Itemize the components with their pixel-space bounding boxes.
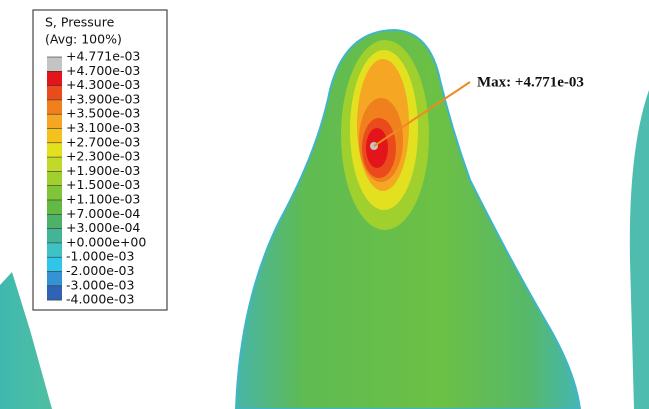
legend-label: +2.700e-03 <box>66 134 140 149</box>
legend-label: +3.900e-03 <box>66 91 140 106</box>
right-body <box>630 90 649 409</box>
legend-label: +4.300e-03 <box>66 77 140 92</box>
legend-label: +3.500e-03 <box>66 106 140 121</box>
legend-label: +1.500e-03 <box>66 177 140 192</box>
legend-label: +1.900e-03 <box>66 163 140 178</box>
legend-swatch <box>47 129 62 143</box>
legend-swatch <box>47 214 62 228</box>
legend-swatch <box>47 57 62 71</box>
legend-swatch <box>47 286 62 300</box>
legend-swatch <box>47 229 62 243</box>
legend-swatch <box>47 243 62 257</box>
legend-swatch <box>47 272 62 286</box>
legend-swatch <box>47 257 62 271</box>
legend-label: +4.771e-03 <box>66 49 140 64</box>
legend-swatch <box>47 157 62 171</box>
legend-title: S, Pressure <box>45 15 115 30</box>
legend-label: +1.100e-03 <box>66 192 140 207</box>
legend-label: +2.300e-03 <box>66 149 140 164</box>
legend-swatch <box>47 200 62 214</box>
legend-swatch <box>47 186 62 200</box>
legend-swatch <box>47 143 62 157</box>
legend-label: -3.000e-03 <box>66 277 134 292</box>
legend-swatch <box>47 114 62 128</box>
legend-label: +3.000e-04 <box>66 220 140 235</box>
legend-subtitle: (Avg: 100%) <box>45 32 122 47</box>
page: {"legend": {"title": "S, Pressure", "sub… <box>0 0 649 409</box>
legend-label: -1.000e-03 <box>66 249 134 264</box>
legend-label: -2.000e-03 <box>66 263 134 278</box>
legend-label: +4.700e-03 <box>66 63 140 78</box>
legend-label: +0.000e+00 <box>66 234 146 249</box>
legend-swatch <box>47 86 62 100</box>
legend-label: +7.000e-04 <box>66 206 140 221</box>
legend-swatch <box>47 71 62 85</box>
legend-label: -4.000e-03 <box>66 292 134 307</box>
annotation-text: Max: +4.771e-03 <box>477 74 584 90</box>
legend-swatch <box>47 171 62 185</box>
legend-swatch <box>47 100 62 114</box>
legend-label: +3.100e-03 <box>66 120 140 135</box>
legend-scale: +4.771e-03+4.700e-03+4.300e-03+3.900e-03… <box>47 49 146 307</box>
contour-plot: Max: +4.771e-03 S, Pressure (Avg: 100%) … <box>0 0 649 409</box>
